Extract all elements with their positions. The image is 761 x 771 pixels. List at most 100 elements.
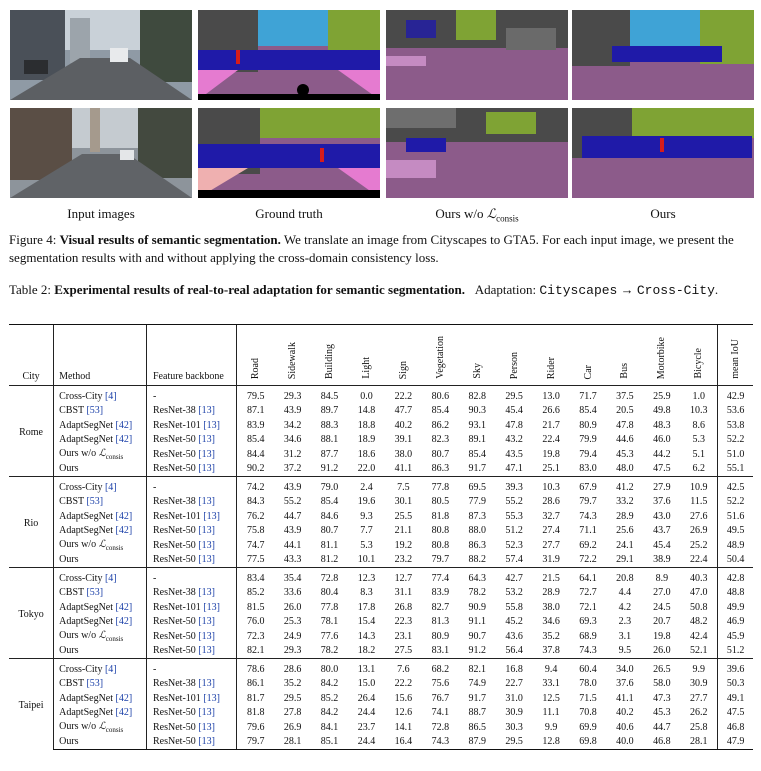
value-cell: 37.8: [542, 645, 560, 657]
method-cell: Ours w/o ℒconsis: [53, 447, 147, 462]
citation-link[interactable]: [13]: [198, 721, 215, 733]
value-cell: 80.4: [320, 587, 339, 599]
citation-link[interactable]: [4]: [104, 663, 117, 675]
citation-link[interactable]: [13]: [203, 510, 220, 522]
citation-link[interactable]: [42]: [115, 616, 133, 628]
table-top-rule: [9, 324, 753, 325]
value-cell: 64.3: [458, 567, 496, 586]
citation-link[interactable]: [13]: [198, 496, 215, 508]
citation-link[interactable]: [13]: [203, 692, 220, 704]
citation-link[interactable]: [13]: [203, 419, 220, 431]
value-cell: 26.6: [542, 405, 560, 417]
value-cell: 82.7: [431, 601, 450, 613]
value-cell: 26.2: [690, 707, 708, 719]
backbone-cell: ResNet-38 [13]: [145, 676, 237, 691]
citation-link[interactable]: [53]: [86, 587, 104, 599]
backbone-cell: ResNet-50 [13]: [145, 538, 237, 553]
citation-link[interactable]: [42]: [115, 707, 133, 719]
value-cell: 72.1: [579, 601, 597, 613]
citation-link[interactable]: [42]: [115, 525, 133, 537]
value-cell: 31.2: [283, 448, 302, 460]
value-cell: 42.4: [690, 630, 708, 642]
value-cell: 29.5: [283, 692, 302, 704]
backbone-cell: ResNet-50 [13]: [145, 447, 237, 462]
value-cell: 40.3: [680, 567, 718, 586]
citation-link[interactable]: [53]: [86, 678, 104, 690]
results-table: City Method Feature backbone Road Sidewal…: [9, 325, 753, 750]
value-cell: 43.0: [653, 510, 671, 522]
value-cell: 8.3: [360, 587, 373, 599]
table-caption: Table 2: Experimental results of real-to…: [9, 282, 719, 298]
citation-link[interactable]: [13]: [198, 616, 215, 628]
citation-link[interactable]: [42]: [115, 419, 133, 431]
value-cell: 43.5: [505, 448, 523, 460]
table-row: Ours ResNet-50 [13] 90.2 37.2 91.2 22.0 41.1 86…: [9, 461, 753, 477]
citation-link[interactable]: [13]: [198, 405, 215, 417]
value-cell: 31.1: [394, 587, 413, 599]
citation-link[interactable]: [13]: [203, 601, 220, 613]
method-cell: Ours w/o ℒconsis: [53, 538, 147, 553]
value-cell: 74.2: [236, 476, 275, 495]
value-cell: 27.8: [283, 707, 302, 719]
value-cell: 23.1: [394, 630, 413, 642]
miou-cell: 39.6: [717, 658, 753, 677]
value-cell: 48.3: [653, 419, 671, 431]
header-class-bicycle: Bicycle: [680, 325, 718, 386]
value-cell: 47.8: [616, 419, 634, 431]
table-row: CBST [53] ResNet-38 [13] 85.2 33.6 80.4 8.3 31…: [9, 585, 753, 600]
citation-link[interactable]: [42]: [115, 510, 133, 522]
value-cell: 9.4: [532, 658, 570, 677]
citation-link[interactable]: [13]: [198, 587, 215, 599]
value-cell: 81.2: [320, 554, 339, 566]
method-cell: AdaptSegNet [42]: [53, 600, 147, 615]
value-cell: 3.1: [618, 630, 632, 642]
value-cell: 25.3: [283, 616, 302, 628]
citation-link[interactable]: [4]: [104, 390, 117, 402]
citation-link[interactable]: [13]: [198, 678, 215, 690]
value-cell: 51.2: [505, 525, 523, 537]
value-cell: 13.0: [542, 390, 560, 402]
citation-link[interactable]: [4]: [104, 572, 117, 584]
header-method: Method: [53, 325, 147, 386]
value-cell: 84.4: [236, 447, 275, 462]
citation-link[interactable]: [42]: [115, 434, 133, 446]
value-cell: 9.3: [360, 510, 373, 522]
value-cell: 18.8: [357, 419, 376, 431]
value-cell: 69.9: [579, 721, 597, 733]
backbone-cell: -: [145, 567, 237, 586]
value-cell: 90.2: [236, 461, 275, 477]
citation-link[interactable]: [4]: [104, 481, 117, 493]
method-cell: AdaptSegNet [42]: [53, 432, 147, 447]
method-cell: AdaptSegNet [42]: [53, 705, 147, 720]
citation-link[interactable]: [13]: [198, 736, 215, 748]
value-cell: 90.9: [468, 601, 486, 613]
citation-link[interactable]: [13]: [198, 630, 215, 642]
citation-link[interactable]: [13]: [198, 434, 215, 446]
citation-link[interactable]: [53]: [86, 496, 104, 508]
value-cell: 27.5: [394, 645, 413, 657]
citation-link[interactable]: [13]: [198, 539, 215, 551]
citation-link[interactable]: [13]: [198, 448, 215, 460]
citation-link[interactable]: [42]: [115, 601, 133, 613]
citation-link[interactable]: [13]: [198, 554, 215, 566]
value-cell: 24.1: [616, 539, 634, 551]
method-cell: AdaptSegNet [42]: [53, 523, 147, 538]
value-cell: 82.8: [468, 390, 486, 402]
table-row: Ours w/o ℒconsis ResNet-50 [13] 84.4 31.2 87…: [9, 447, 753, 462]
value-cell: 47.5: [653, 463, 671, 475]
citation-link[interactable]: [53]: [86, 405, 104, 417]
citation-link[interactable]: [13]: [198, 463, 215, 475]
value-cell: 18.2: [357, 645, 376, 657]
citation-link[interactable]: [13]: [198, 645, 215, 657]
method-cell: Ours: [53, 643, 147, 659]
value-cell: 85.4: [579, 405, 597, 417]
value-cell: 72.8: [311, 567, 349, 586]
value-cell: 78.0: [579, 678, 597, 690]
citation-link[interactable]: [42]: [115, 692, 133, 704]
miou-cell: 49.5: [717, 523, 753, 538]
value-cell: 44.7: [283, 510, 302, 522]
value-cell: 14.3: [357, 630, 376, 642]
citation-link[interactable]: [13]: [198, 525, 215, 537]
city-cell: Tokyo: [9, 567, 54, 659]
citation-link[interactable]: [13]: [198, 707, 215, 719]
